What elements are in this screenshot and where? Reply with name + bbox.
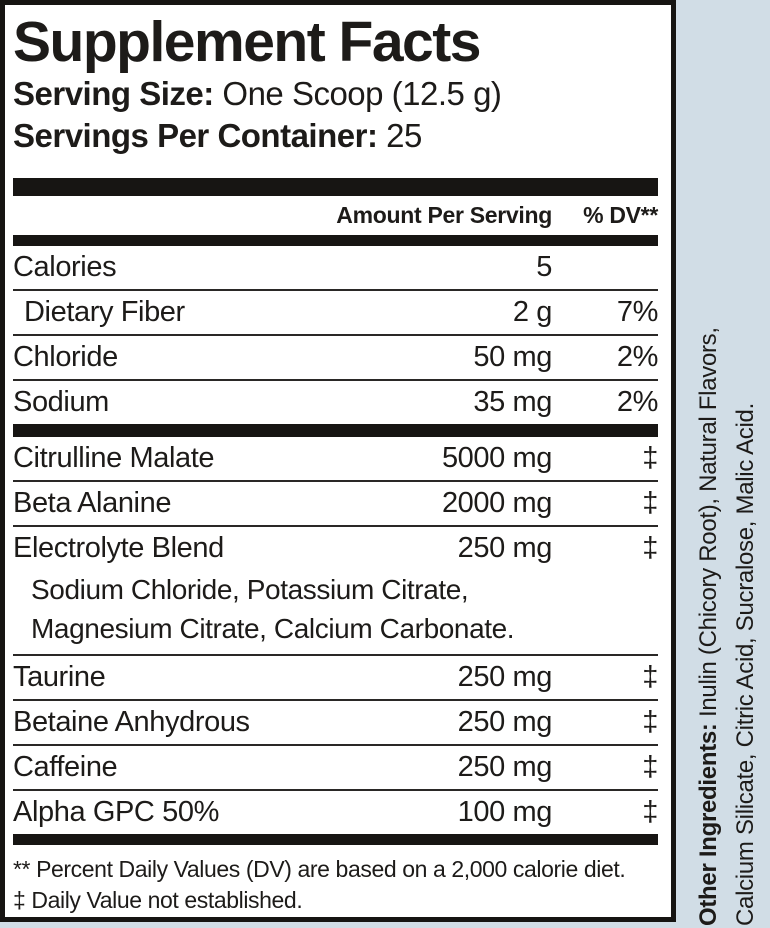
table-group-electrolyte-blend: Electrolyte Blend 250 mg ‡ Sodium Chlori… xyxy=(13,527,658,656)
row-dv: ‡ xyxy=(642,706,658,738)
row-name: Caffeine xyxy=(13,751,118,783)
table-row-dietary-fiber: Dietary Fiber 2 g 7% xyxy=(13,291,658,336)
divider-bar-thick-middle xyxy=(13,424,658,437)
row-amount: 2000 mg xyxy=(441,487,552,519)
serving-size-line: Serving Size: One Scoop (12.5 g) xyxy=(13,73,658,115)
supplement-facts-panel: Supplement Facts Serving Size: One Scoop… xyxy=(0,0,676,922)
row-amount: 250 mg xyxy=(457,706,553,738)
row-amount: 35 mg xyxy=(473,386,552,418)
footnotes: ** Percent Daily Values (DV) are based o… xyxy=(13,845,658,916)
blend-subline: Magnesium Citrate, Calcium Carbonate. xyxy=(31,613,515,644)
servings-per-container-value: 25 xyxy=(377,117,422,154)
serving-size-label: Serving Size: xyxy=(13,75,214,112)
table-row-taurine: Taurine 250 mg ‡ xyxy=(13,656,658,701)
row-amount: 250 mg xyxy=(457,661,553,693)
row-dv: 2% xyxy=(616,386,659,418)
table-row-calories: Calories 5 xyxy=(13,246,658,291)
table-row-alpha-gpc: Alpha GPC 50% 100 mg ‡ xyxy=(13,791,658,834)
percent-dv-header: % DV** xyxy=(583,202,658,228)
row-amount: 50 mg xyxy=(473,341,552,373)
table-row-citrulline-malate: Citrulline Malate 5000 mg ‡ xyxy=(13,437,658,482)
row-dv: 2% xyxy=(616,341,659,373)
row-name: Sodium xyxy=(13,386,109,418)
row-name: Dietary Fiber xyxy=(24,296,185,328)
row-amount: 100 mg xyxy=(457,796,553,828)
row-name: Taurine xyxy=(13,661,106,693)
blend-subline: Sodium Chloride, Potassium Citrate, xyxy=(31,574,469,605)
row-amount: 250 mg xyxy=(457,532,553,564)
panel-title: Supplement Facts xyxy=(13,10,481,74)
table-row-electrolyte-blend: Electrolyte Blend 250 mg ‡ xyxy=(13,527,658,570)
row-dv: ‡ xyxy=(642,661,658,693)
footnote-percent-dv: ** Percent Daily Values (DV) are based o… xyxy=(13,856,626,882)
row-amount: 5 xyxy=(536,251,552,283)
table-row-beta-alanine: Beta Alanine 2000 mg ‡ xyxy=(13,482,658,527)
table-row-betaine-anhydrous: Betaine Anhydrous 250 mg ‡ xyxy=(13,701,658,746)
servings-per-container-label: Servings Per Container: xyxy=(13,117,378,154)
divider-bar-thick-bottom xyxy=(13,834,658,845)
row-amount: 5000 mg xyxy=(441,442,552,474)
row-name: Chloride xyxy=(13,341,118,373)
row-name: Alpha GPC 50% xyxy=(13,796,219,828)
row-name: Citrulline Malate xyxy=(13,442,215,474)
row-dv: ‡ xyxy=(642,532,658,564)
row-name: Betaine Anhydrous xyxy=(13,706,250,738)
column-header-row: Amount Per Serving % DV** xyxy=(13,196,658,235)
row-name: Beta Alanine xyxy=(13,487,172,519)
row-dv: ‡ xyxy=(642,751,658,783)
footnote-daily-value: ‡ Daily Value not established. xyxy=(13,887,303,913)
other-ingredients-vertical-text: Other Ingredients: Inulin (Chicory Root)… xyxy=(690,6,770,926)
row-amount: 250 mg xyxy=(457,751,553,783)
table-row-chloride: Chloride 50 mg 2% xyxy=(13,336,658,381)
row-dv: 7% xyxy=(616,296,659,328)
table-row-caffeine: Caffeine 250 mg ‡ xyxy=(13,746,658,791)
divider-bar-under-header xyxy=(13,235,658,246)
other-ingredients-line1: Other Ingredients: Inulin (Chicory Root)… xyxy=(690,6,727,926)
row-amount: 2 g xyxy=(512,296,553,328)
row-name: Electrolyte Blend xyxy=(13,532,224,564)
electrolyte-blend-ingredients: Sodium Chloride, Potassium Citrate, Magn… xyxy=(13,570,658,654)
table-row-sodium: Sodium 35 mg 2% xyxy=(13,381,658,424)
amount-per-serving-header: Amount Per Serving xyxy=(336,202,552,228)
row-dv: ‡ xyxy=(642,796,658,828)
divider-bar-thick-top xyxy=(13,178,658,196)
serving-size-value: One Scoop (12.5 g) xyxy=(213,75,502,112)
other-ingredients-line1-rest: Inulin (Chicory Root), Natural Flavors, xyxy=(695,327,722,724)
row-name: Calories xyxy=(13,251,117,283)
row-dv: ‡ xyxy=(642,442,658,474)
servings-per-container-line: Servings Per Container: 25 xyxy=(13,115,658,157)
other-ingredients-label: Other Ingredients: xyxy=(695,723,722,926)
other-ingredients-line2: Calcium Silicate, Citric Acid, Sucralose… xyxy=(732,403,759,926)
row-dv: ‡ xyxy=(642,487,658,519)
